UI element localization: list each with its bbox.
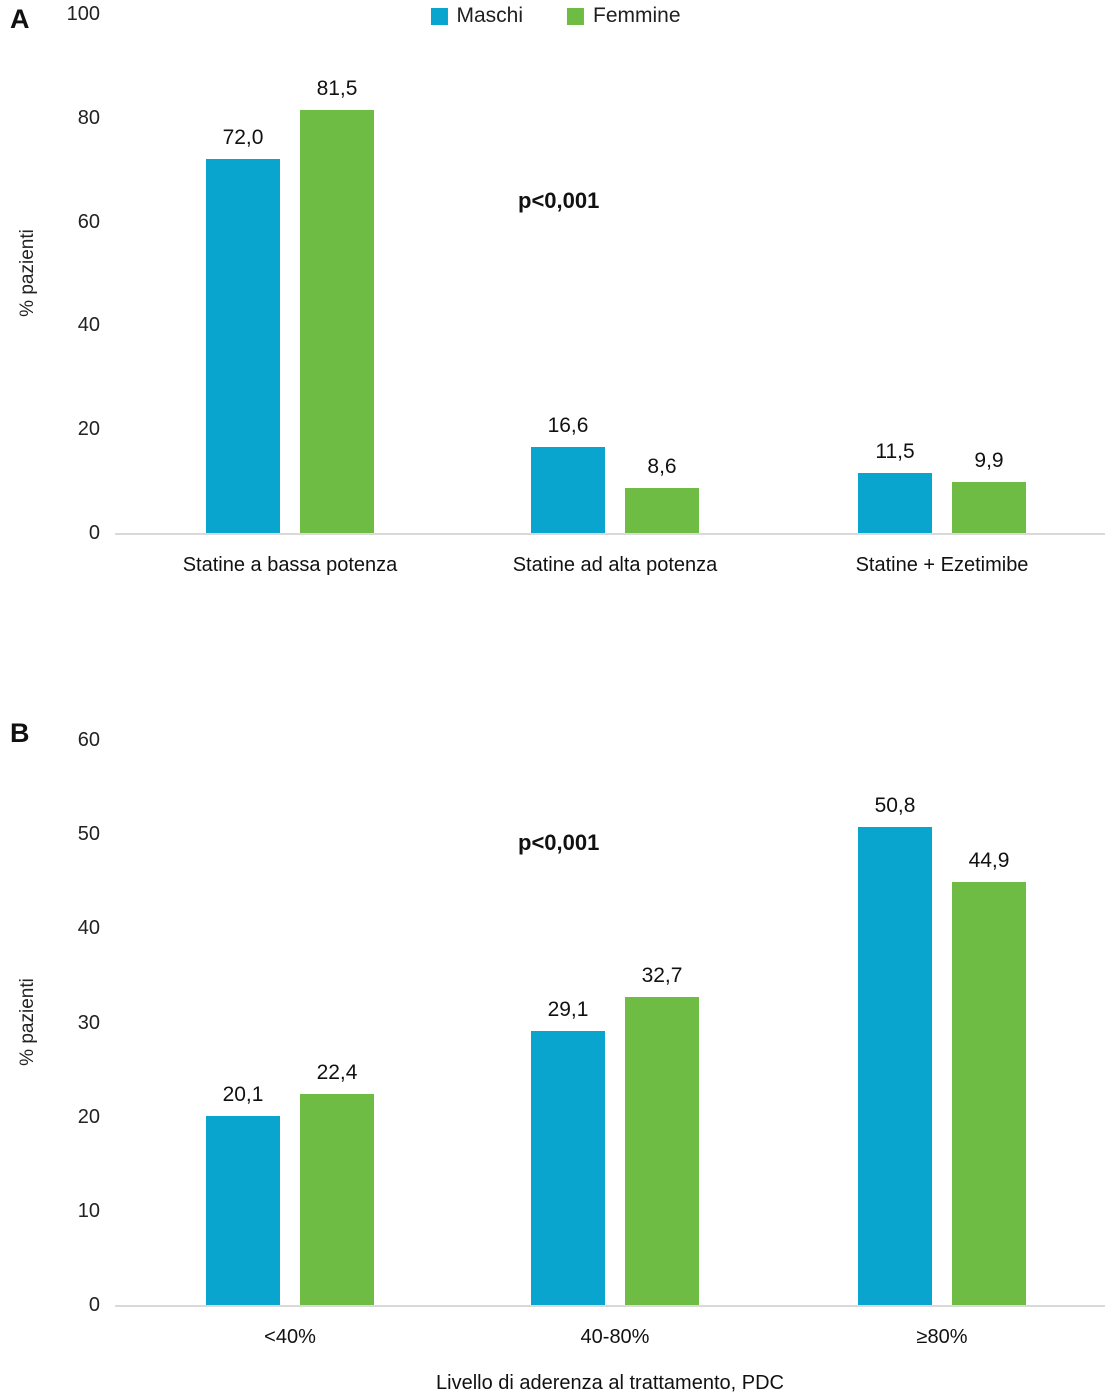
bar-femmine bbox=[300, 1094, 374, 1305]
bar-maschi bbox=[858, 473, 932, 533]
bar-femmine bbox=[952, 882, 1026, 1305]
panel-b-x-axis-title: Livello di aderenza al trattamento, PDC bbox=[436, 1372, 784, 1394]
y-tick-label: 10 bbox=[77, 1199, 100, 1222]
panel-a-p-value: p<0,001 bbox=[518, 188, 600, 213]
category-label: Statine a bassa potenza bbox=[182, 554, 398, 576]
bar-maschi bbox=[206, 1116, 280, 1305]
y-tick-label: 40 bbox=[77, 314, 100, 337]
bar-femmine bbox=[625, 488, 699, 533]
legend-label-maschi: Maschi bbox=[456, 4, 523, 27]
category-label: <40% bbox=[264, 1326, 316, 1348]
bar-value-label: 50,8 bbox=[874, 794, 916, 817]
panel-a-label: A bbox=[10, 4, 30, 34]
y-tick-label: 0 bbox=[88, 1294, 100, 1316]
bar-femmine bbox=[300, 110, 374, 533]
y-tick-label: 60 bbox=[77, 729, 100, 751]
y-tick-label: 20 bbox=[77, 1105, 100, 1128]
y-tick-label: 50 bbox=[77, 823, 100, 846]
bar-maschi bbox=[206, 159, 280, 533]
legend-item-maschi: Maschi bbox=[430, 4, 523, 28]
legend-item-femmine: Femmine bbox=[567, 4, 681, 28]
bar-value-label: 8,6 bbox=[647, 455, 677, 478]
bar-value-label: 22,4 bbox=[316, 1061, 358, 1084]
y-tick-label: 100 bbox=[66, 3, 100, 25]
panel-b-label: B bbox=[10, 718, 30, 748]
bar-value-label: 9,9 bbox=[974, 449, 1004, 472]
bar-value-label: 44,9 bbox=[968, 849, 1010, 872]
bar-value-label: 16,6 bbox=[547, 414, 589, 437]
category-label: Statine ad alta potenza bbox=[512, 554, 718, 576]
femmine-swatch-icon bbox=[567, 7, 584, 25]
category-label: 40-80% bbox=[580, 1326, 650, 1348]
panel-a-baseline bbox=[115, 533, 1105, 535]
bar-value-label: 72,0 bbox=[222, 126, 264, 149]
category-label: Statine + Ezetimibe bbox=[855, 554, 1029, 576]
bar-value-label: 32,7 bbox=[641, 964, 683, 987]
bar-maschi bbox=[531, 447, 605, 533]
panel-a-y-axis-title: % pazienti bbox=[17, 229, 38, 317]
y-tick-label: 60 bbox=[77, 210, 100, 233]
category-label: ≥80% bbox=[916, 1326, 968, 1348]
bar-maschi bbox=[858, 827, 932, 1305]
y-tick-label: 40 bbox=[77, 917, 100, 940]
bar-value-label: 20,1 bbox=[222, 1083, 264, 1106]
y-tick-label: 80 bbox=[77, 106, 100, 129]
legend-label-femmine: Femmine bbox=[593, 4, 681, 27]
bar-value-label: 29,1 bbox=[547, 998, 589, 1021]
bar-femmine bbox=[952, 482, 1026, 533]
bar-value-label: 81,5 bbox=[316, 77, 358, 100]
panel-b-baseline bbox=[115, 1305, 1105, 1307]
panel-b-p-value: p<0,001 bbox=[518, 830, 600, 855]
maschi-swatch-icon bbox=[430, 7, 448, 25]
y-tick-label: 30 bbox=[77, 1011, 100, 1034]
y-tick-label: 0 bbox=[88, 522, 100, 544]
bar-value-label: 11,5 bbox=[875, 440, 915, 463]
y-tick-label: 20 bbox=[77, 418, 100, 441]
legend: Maschi Femmine bbox=[430, 4, 681, 28]
bar-maschi bbox=[531, 1031, 605, 1305]
bar-femmine bbox=[625, 997, 699, 1305]
